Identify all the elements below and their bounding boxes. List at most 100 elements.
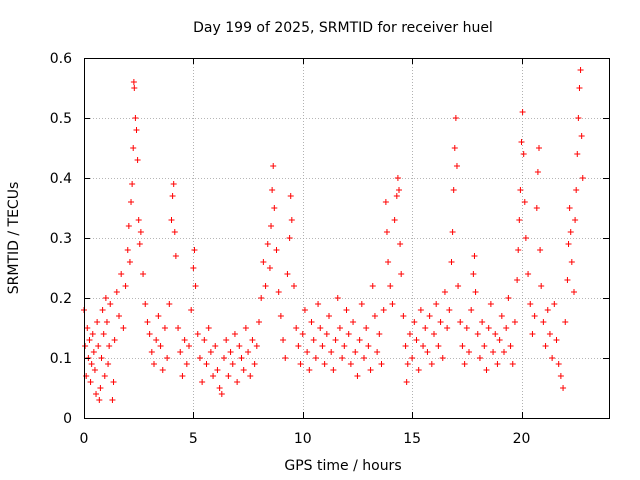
data-point xyxy=(142,301,149,307)
data-point xyxy=(540,319,547,325)
data-point xyxy=(110,379,117,385)
data-point xyxy=(490,349,497,355)
data-point xyxy=(157,343,164,349)
data-point xyxy=(449,229,456,235)
data-point xyxy=(113,289,120,295)
data-point xyxy=(287,193,294,199)
data-point xyxy=(522,235,529,241)
data-point xyxy=(221,355,227,361)
data-point xyxy=(136,241,143,247)
data-point xyxy=(428,361,435,367)
data-point xyxy=(207,349,214,355)
data-point xyxy=(352,349,359,355)
data-point xyxy=(413,337,420,343)
data-point xyxy=(159,367,166,373)
data-point xyxy=(151,361,157,367)
data-point xyxy=(574,151,581,157)
data-point xyxy=(218,391,225,397)
data-point xyxy=(358,301,365,307)
data-point xyxy=(169,193,176,199)
data-point xyxy=(334,295,341,301)
data-point xyxy=(116,313,122,319)
data-point xyxy=(172,253,179,259)
data-point xyxy=(236,343,243,349)
data-point xyxy=(439,355,446,361)
data-point xyxy=(453,163,460,169)
data-point xyxy=(514,277,521,283)
data-point xyxy=(466,349,472,355)
data-point xyxy=(111,337,118,343)
data-point xyxy=(277,313,284,319)
data-point xyxy=(531,313,538,319)
y-tick-label: 0.1 xyxy=(50,351,72,367)
data-point xyxy=(496,337,503,343)
data-point xyxy=(479,319,486,325)
data-point xyxy=(470,271,477,277)
data-point xyxy=(409,355,416,361)
data-point xyxy=(517,187,524,193)
data-point xyxy=(433,301,440,307)
data-point xyxy=(183,361,190,367)
data-point xyxy=(130,145,137,151)
data-point xyxy=(181,337,188,343)
data-point xyxy=(339,355,346,361)
data-point xyxy=(282,355,289,361)
data-point xyxy=(196,355,203,361)
data-point xyxy=(328,349,335,355)
data-point xyxy=(579,175,586,181)
data-point xyxy=(90,349,97,355)
data-point xyxy=(99,307,106,313)
data-point xyxy=(131,85,138,91)
data-point xyxy=(343,307,350,313)
data-point xyxy=(511,319,518,325)
data-point xyxy=(521,199,528,205)
y-tick-label: 0.4 xyxy=(50,171,72,187)
data-point xyxy=(199,379,206,385)
data-point xyxy=(520,151,527,157)
data-point xyxy=(129,181,136,187)
data-point xyxy=(225,373,232,379)
data-point xyxy=(507,343,514,349)
data-point xyxy=(380,307,387,313)
data-point xyxy=(137,229,144,235)
data-point xyxy=(448,259,455,265)
data-point xyxy=(227,349,234,355)
data-point xyxy=(240,367,247,373)
data-point xyxy=(216,385,223,391)
data-point xyxy=(551,301,558,307)
data-point xyxy=(529,331,536,337)
data-point xyxy=(273,247,280,253)
data-point xyxy=(537,247,544,253)
data-point xyxy=(457,319,464,325)
data-point xyxy=(242,325,249,331)
data-point xyxy=(387,283,394,289)
data-point xyxy=(498,313,505,319)
data-point xyxy=(135,217,142,223)
data-point xyxy=(98,355,105,361)
data-point xyxy=(503,325,510,331)
data-point xyxy=(426,313,433,319)
data-point xyxy=(144,319,151,325)
data-point xyxy=(87,379,94,385)
data-point xyxy=(371,313,378,319)
data-point xyxy=(568,259,575,265)
data-point xyxy=(481,343,488,349)
data-point xyxy=(323,331,330,337)
data-point xyxy=(519,109,526,115)
data-point xyxy=(93,391,100,397)
data-point xyxy=(471,253,478,259)
data-point xyxy=(403,379,410,385)
data-point xyxy=(441,289,448,295)
data-point xyxy=(326,313,332,319)
data-point xyxy=(474,331,481,337)
data-point xyxy=(341,343,348,349)
data-point xyxy=(223,337,230,343)
data-point xyxy=(385,259,392,265)
data-point xyxy=(420,343,427,349)
data-point xyxy=(191,247,198,253)
data-point xyxy=(374,349,381,355)
data-point xyxy=(315,301,322,307)
data-point xyxy=(565,241,572,247)
data-point xyxy=(96,397,103,403)
data-point xyxy=(148,349,155,355)
